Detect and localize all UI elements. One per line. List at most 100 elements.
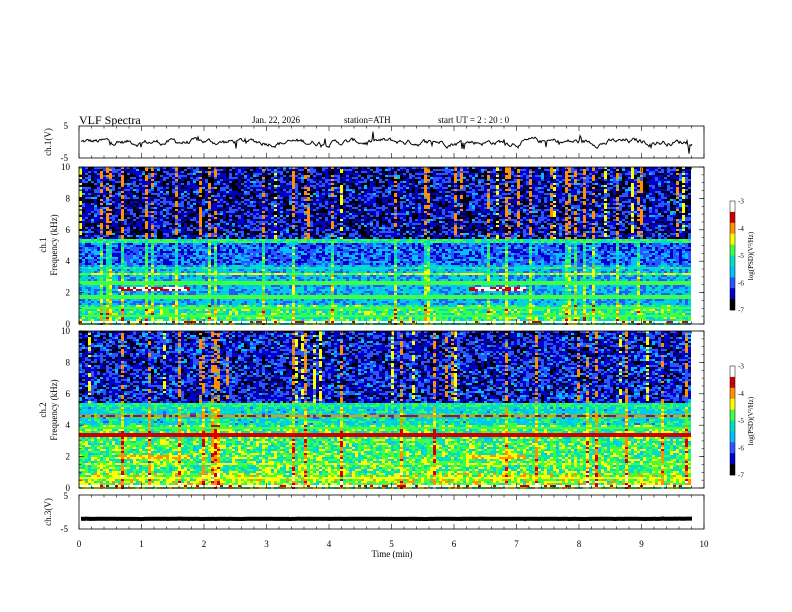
spectrogram-cell: [220, 183, 223, 185]
spectrogram-cell: [268, 169, 271, 171]
spectrogram-cell: [136, 175, 139, 177]
spectrogram-cell: [163, 199, 166, 201]
spectrogram-cell: [505, 175, 508, 177]
spectrogram-cell: [445, 175, 448, 177]
spectrogram-cell: [274, 183, 277, 185]
spectrogram-cell: [190, 197, 193, 199]
spectrogram-cell: [187, 199, 190, 201]
spectrogram-cell: [91, 171, 94, 173]
spectrogram-cell: [322, 171, 325, 173]
spectrogram-cell: [382, 179, 385, 181]
spectrogram-cell: [241, 195, 244, 197]
spectrogram-cell: [481, 183, 484, 185]
spectrogram-cell: [499, 187, 502, 189]
spectrogram-cell: [388, 183, 391, 185]
spectrogram-cell: [229, 195, 232, 197]
spectrogram-cell: [379, 193, 382, 195]
spectrogram-cell: [289, 189, 292, 191]
spectrogram-cell: [550, 191, 553, 193]
spectrogram-cell: [235, 195, 238, 197]
spectrogram-cell: [244, 187, 247, 189]
spectrogram-cell: [478, 187, 481, 189]
spectrogram-cell: [178, 185, 181, 187]
spectrogram-cell: [451, 185, 454, 187]
spectrogram-cell: [595, 171, 598, 173]
spectrogram-cell: [295, 197, 298, 199]
spectrogram-cell: [151, 173, 154, 175]
spectrogram-cell: [532, 181, 535, 183]
spectrogram-cell: [268, 187, 271, 189]
spectrogram-cell: [205, 179, 208, 181]
spectrogram-cell: [217, 177, 220, 179]
spectrogram-cell: [586, 173, 589, 175]
spectrogram-cell: [334, 181, 337, 183]
spectrogram-cell: [88, 199, 91, 201]
spectrogram-cell: [211, 177, 214, 179]
spectrogram-cell: [475, 173, 478, 175]
spectrogram-cell: [292, 181, 295, 183]
spectrogram-cell: [502, 181, 505, 183]
spectrogram-cell: [661, 169, 664, 171]
spectrogram-cell: [535, 191, 538, 193]
spectrogram-cell: [565, 197, 568, 199]
spectrogram-cell: [346, 181, 349, 183]
spectrogram-cell: [586, 171, 589, 173]
spectrogram-cell: [325, 177, 328, 179]
spectrogram-cell: [301, 171, 304, 173]
spectrogram-cell: [304, 195, 307, 197]
spectrogram-cell: [589, 189, 592, 191]
spectrogram-cell: [283, 181, 286, 183]
spectrogram-cell: [178, 177, 181, 179]
spectrogram-cell: [616, 191, 619, 193]
spectrogram-cell: [403, 191, 406, 193]
spectrogram-cell: [412, 181, 415, 183]
spectrogram-cell: [400, 197, 403, 199]
spectrogram-cell: [265, 179, 268, 181]
spectrogram-cell: [427, 183, 430, 185]
spectrogram-cell: [400, 179, 403, 181]
spectrogram-cell: [268, 191, 271, 193]
spectrogram-cell: [298, 175, 301, 177]
spectrogram-cell: [238, 199, 241, 201]
spectrogram-cell: [478, 171, 481, 173]
spectrogram-cell: [592, 191, 595, 193]
spectrogram-cell: [262, 185, 265, 187]
spectrogram-cell: [625, 191, 628, 193]
spectrogram-cell: [457, 169, 460, 171]
spectrogram-cell: [148, 185, 151, 187]
spectrogram-cell: [343, 197, 346, 199]
spectrogram-cell: [610, 171, 613, 173]
spectrogram-cell: [544, 191, 547, 193]
spectrogram-cell: [358, 195, 361, 197]
spectrogram-cell: [91, 191, 94, 193]
spectrogram-cell: [544, 173, 547, 175]
spectrogram-cell: [82, 185, 85, 187]
spectrogram-cell: [208, 199, 211, 201]
spectrogram-cell: [463, 189, 466, 191]
spectrogram-cell: [448, 175, 451, 177]
spectrogram-cell: [352, 181, 355, 183]
spectrogram-cell: [595, 193, 598, 195]
spectrogram-cell: [382, 169, 385, 171]
spectrogram-cell: [199, 185, 202, 187]
spectrogram-cell: [184, 195, 187, 197]
spectrogram-cell: [565, 183, 568, 185]
spectrogram-cell: [190, 187, 193, 189]
spectrogram-cell: [382, 173, 385, 175]
spectrogram-cell: [97, 171, 100, 173]
spectrogram-cell: [475, 187, 478, 189]
spectrogram-cell: [376, 197, 379, 199]
spectrogram-cell: [169, 173, 172, 175]
spectrogram-cell: [139, 175, 142, 177]
spectrogram-cell: [280, 185, 283, 187]
spectrogram-cell: [253, 173, 256, 175]
spectrogram-cell: [127, 197, 130, 199]
spectrogram-cell: [199, 191, 202, 193]
spectrogram-cell: [220, 195, 223, 197]
spectrogram-cell: [307, 189, 310, 191]
spectrogram-cell: [679, 183, 682, 185]
spectrogram-cell: [337, 171, 340, 173]
spectrogram-cell: [208, 193, 211, 195]
spectrogram-cell: [211, 185, 214, 187]
spectrogram-cell: [394, 193, 397, 195]
